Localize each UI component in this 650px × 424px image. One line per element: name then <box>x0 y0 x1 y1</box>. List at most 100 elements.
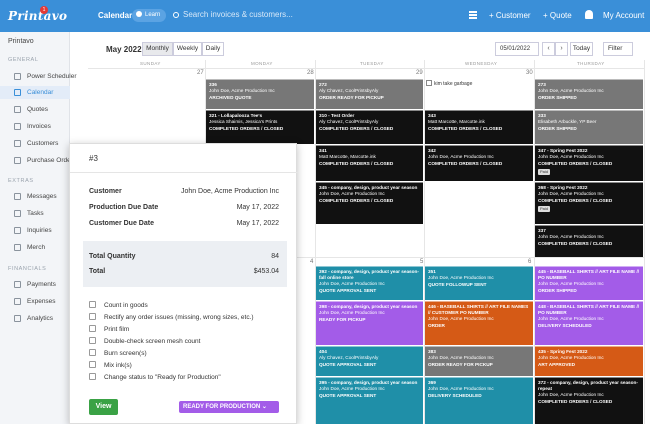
add-customer-button[interactable]: + Customer <box>489 11 531 20</box>
task-item[interactable]: Double-check screen mesh count <box>89 337 200 345</box>
printavo-logo[interactable]: Printavo <box>8 9 68 23</box>
task-checkbox[interactable] <box>89 325 96 332</box>
day-name: WEDNESDAY <box>465 61 498 66</box>
event-card[interactable]: 347 - Spring Fest 2022 John Doe, Acme Pro… <box>535 145 643 181</box>
event-customer: John Doe, Acme Production Inc <box>209 88 275 94</box>
sidebar-item-messages[interactable]: Messages <box>0 190 70 203</box>
task-checkbox[interactable] <box>89 373 96 380</box>
task-item[interactable]: Mix ink(s) <box>89 361 132 369</box>
learn-button[interactable]: Learn <box>132 9 167 22</box>
task-checkbox[interactable] <box>89 337 96 344</box>
event-card[interactable]: 351 John Doe, Acme Production Inc QUOTE FO… <box>425 266 533 300</box>
sidebar-item-expenses[interactable]: Expenses <box>0 295 70 308</box>
event-card[interactable]: 392 - company, design, product year seas… <box>316 266 423 300</box>
my-account-button[interactable]: My Account <box>603 11 645 20</box>
prev-button[interactable]: ‹ <box>542 42 555 56</box>
event-title: 392 - company, design, product year seas… <box>319 269 419 281</box>
task-item[interactable]: Change status to "Ready for Production" <box>89 373 221 381</box>
sidebar-item-calendar[interactable]: Calendar <box>0 86 70 99</box>
play-icon <box>136 11 142 17</box>
event-card[interactable]: 395 - company, design, product year seas… <box>316 377 423 424</box>
event-card[interactable]: 333 Elisabeth Arbuckle, YP Beer ORDER SHIP… <box>535 110 643 144</box>
event-card[interactable]: 336 John Doe, Acme Production Inc ARCHIVED… <box>206 79 314 109</box>
grid-line <box>644 60 645 424</box>
sidebar-item-tasks[interactable]: Tasks <box>0 207 70 220</box>
task-item[interactable]: Print film <box>89 325 129 333</box>
apps-icon[interactable] <box>469 11 477 19</box>
event-title: 398 - company, design, product year seas… <box>319 304 418 309</box>
event-card[interactable]: 343 Matt Marcotte, Marcotte.ink COMPLETED … <box>425 110 533 144</box>
task-item[interactable]: Count in goods <box>89 301 148 309</box>
task-item[interactable]: Rectify any order issues (missing, wrong… <box>89 313 254 321</box>
sidebar-item-label: Power Scheduler <box>27 73 77 80</box>
task-checkbox[interactable] <box>89 301 96 308</box>
event-card[interactable]: 404 Aly Chavez, CoolPrintsbyAly QUOTE APPR… <box>316 346 423 376</box>
task-item[interactable]: Burn screen(s) <box>89 349 147 357</box>
view-button[interactable]: View <box>89 399 118 415</box>
grid-line <box>424 60 425 424</box>
event-customer: John Doe, Acme Production Inc <box>538 191 604 197</box>
event-title: 333 <box>538 113 546 118</box>
event-title: 336 <box>209 82 217 87</box>
customer-due-label: Customer Due Date <box>89 220 154 227</box>
event-customer: Matt Marcotte, Marcotte.ink <box>319 154 376 160</box>
filter-dropdown[interactable]: Filter <box>603 42 633 56</box>
sidebar-item-customers[interactable]: Customers <box>0 137 70 150</box>
today-button[interactable]: Today <box>570 42 593 56</box>
event-card[interactable]: 321 - Lollapalooza Tee's Jessica Shaimis,… <box>206 110 314 144</box>
inquiries-icon <box>14 227 21 234</box>
event-status: COMPLETED ORDERS / CLOSED <box>538 241 613 247</box>
event-card[interactable]: 337 John Doe, Acme Production Inc COMPLETE… <box>535 225 643 257</box>
event-status: DELIVERY SCHEDULED <box>428 393 482 399</box>
event-card[interactable]: 445 - BASEBALL SHIRTS // ART FILE NAME /… <box>535 266 643 300</box>
task-checkbox[interactable] <box>89 313 96 320</box>
event-card[interactable]: 273 John Doe, Acme Production Inc ORDER SH… <box>535 79 643 109</box>
sidebar-item-quotes[interactable]: Quotes <box>0 103 70 116</box>
event-card[interactable]: 368 - Spring Fest 2022 John Doe, Acme Pro… <box>535 182 643 224</box>
day-number: 28 <box>307 70 314 76</box>
sidebar-item-inquiries[interactable]: Inquiries <box>0 224 70 237</box>
day-number: 6 <box>528 259 532 265</box>
status-dropdown[interactable]: READY FOR PRODUCTION ⌄ <box>179 401 279 413</box>
sidebar-item-invoices[interactable]: Invoices <box>0 120 70 133</box>
task-checkbox[interactable] <box>89 349 96 356</box>
event-card[interactable]: 372 - company, design, product year seas… <box>535 377 643 424</box>
event-card[interactable]: 345 - company, design, product year seas… <box>316 182 423 224</box>
total-label: Total <box>89 268 106 275</box>
event-card[interactable]: 383 John Doe, Acme Production Inc ORDER RE… <box>425 346 533 376</box>
event-card[interactable]: 341 Matt Marcotte, Marcotte.ink COMPLETED … <box>316 145 423 181</box>
sidebar-item-merch[interactable]: Merch <box>0 241 70 254</box>
todo-checkbox[interactable] <box>426 80 432 86</box>
view-daily-button[interactable]: Daily <box>202 42 224 56</box>
task-checkbox[interactable] <box>89 361 96 368</box>
sidebar-item-purchase-orders[interactable]: Purchase Orders <box>0 154 76 167</box>
sidebar-item-label: Inquiries <box>27 227 52 234</box>
next-button[interactable]: › <box>555 42 568 56</box>
payments-icon <box>14 281 21 288</box>
sidebar-item-power-scheduler[interactable]: Power Scheduler <box>0 70 77 83</box>
view-monthly-button[interactable]: Monthly <box>142 42 173 56</box>
sidebar-item-payments[interactable]: Payments <box>0 278 70 291</box>
event-card[interactable]: 446 - BASEBALL SHIRTS // ART FILE NAMES … <box>425 301 533 345</box>
date-input[interactable]: 05/01/2022 <box>495 42 539 56</box>
notification-badge[interactable]: 1 <box>40 6 48 14</box>
bell-icon[interactable] <box>585 10 593 19</box>
sidebar-item-analytics[interactable]: Analytics <box>0 312 70 325</box>
event-card[interactable]: 369 John Doe, Acme Production Inc DELIVERY… <box>425 377 533 424</box>
add-quote-button[interactable]: + Quote <box>543 11 572 20</box>
sidebar-item-label: Payments <box>27 281 56 288</box>
event-card[interactable]: 448 - BASEBALL SHIRTS // ART FILE NAME /… <box>535 301 643 345</box>
total-value: $453.04 <box>253 268 279 275</box>
view-weekly-button[interactable]: Weekly <box>173 42 202 56</box>
event-status: COMPLETED ORDERS / CLOSED <box>428 161 503 167</box>
event-card[interactable]: 272 Aly Chavez, CoolPrintsbyAly ORDER READ… <box>316 79 423 109</box>
event-customer: John Doe, Acme Production Inc <box>428 386 494 392</box>
event-card[interactable]: 398 - company, design, product year seas… <box>316 301 423 345</box>
todo-item[interactable]: kim take garbage <box>426 80 472 87</box>
task-label: Print film <box>104 326 130 333</box>
event-card[interactable]: 435 - Spring Fest 2022 John Doe, Acme Pro… <box>535 346 643 376</box>
event-status: QUOTE APPROVAL SENT <box>319 362 377 368</box>
event-card[interactable]: 310 - Test Order Aly Chavez, CoolPrintsby… <box>316 110 423 144</box>
search-input[interactable]: Search invoices & customers... <box>173 10 293 19</box>
event-card[interactable]: 342 John Doe, Acme Production Inc COMPLETE… <box>425 145 533 181</box>
